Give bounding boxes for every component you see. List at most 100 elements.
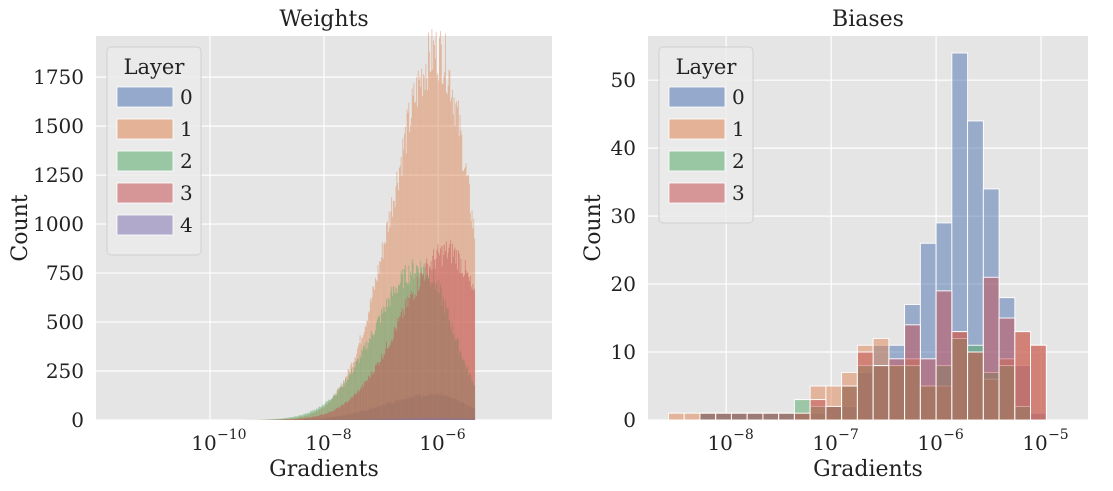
bar: [280, 418, 281, 420]
bar: [292, 416, 294, 420]
bar: [412, 418, 414, 420]
bar: [386, 418, 387, 420]
bar: [286, 419, 287, 420]
weights-panel: Weights Gradients Count 10 −10 10 −8 10 −6 02…: [8, 7, 552, 482]
y-tick-label: 1750: [33, 65, 84, 89]
bar: [309, 412, 311, 420]
bar: [409, 418, 411, 420]
bar: [331, 398, 333, 420]
x-tick-exponent: −7: [838, 427, 859, 443]
bar: [460, 418, 462, 420]
bar: [431, 28, 433, 421]
bar: [386, 348, 388, 420]
legend-entry-label: 3: [180, 181, 193, 205]
bar: [457, 269, 458, 420]
bar: [322, 414, 323, 420]
bar: [322, 414, 324, 420]
bar: [271, 419, 273, 420]
bar: [424, 90, 426, 421]
bar: [314, 416, 316, 420]
bar: [441, 83, 443, 421]
x-tick-label: 10: [917, 431, 942, 455]
bar: [426, 258, 428, 420]
bar: [312, 416, 314, 420]
bar: [298, 418, 300, 420]
bar: [378, 419, 380, 420]
legend-entry-label: 3: [732, 181, 745, 205]
bar: [327, 412, 329, 420]
bar: [351, 368, 352, 420]
bar: [364, 419, 366, 420]
bar: [423, 281, 425, 420]
bar: [448, 69, 450, 420]
bar: [429, 418, 431, 420]
bar: [683, 412, 701, 421]
bar: [416, 295, 417, 420]
bar: [375, 365, 377, 420]
bar: [283, 418, 285, 420]
bar: [730, 412, 748, 421]
bar: [667, 412, 685, 421]
bar: [330, 411, 332, 420]
bar: [403, 418, 405, 420]
bar: [841, 385, 858, 421]
bar: [420, 272, 422, 420]
bar: [339, 406, 341, 420]
bar: [278, 418, 280, 420]
bar: [363, 419, 364, 420]
bar: [317, 415, 319, 420]
legend-swatch: [116, 118, 174, 140]
bar: [363, 419, 365, 420]
bar: [403, 149, 405, 421]
bar: [418, 418, 420, 420]
bar: [351, 397, 352, 420]
bar: [289, 419, 291, 420]
x-tick-exponent: −6: [445, 427, 466, 443]
bar: [402, 318, 404, 420]
bar: [301, 418, 303, 420]
bar: [371, 419, 373, 420]
bar: [324, 414, 326, 420]
bar: [452, 256, 454, 420]
bar: [389, 418, 391, 420]
bar: [434, 58, 436, 420]
bar: [315, 410, 317, 420]
bar: [428, 278, 429, 420]
bar: [348, 375, 350, 420]
bar: [436, 75, 438, 420]
bar: [306, 417, 308, 420]
bar: [435, 418, 437, 420]
bar: [441, 266, 443, 420]
bar: [319, 415, 321, 420]
bar: [396, 330, 398, 420]
bar: [434, 45, 435, 421]
bar: [269, 419, 271, 420]
bar: [416, 276, 418, 420]
bar: [387, 348, 389, 420]
bar: [332, 411, 334, 420]
bar: [403, 309, 405, 420]
bar: [413, 299, 415, 420]
bar: [919, 358, 937, 421]
bar: [309, 417, 311, 420]
bar: [351, 396, 353, 420]
bar: [369, 378, 371, 420]
legend-entry-label: 0: [180, 85, 193, 109]
y-tick-label: 30: [611, 204, 636, 228]
bar: [411, 418, 413, 420]
bar: [446, 94, 448, 421]
bar: [323, 414, 325, 420]
bar: [370, 419, 372, 420]
bar: [360, 386, 362, 420]
legend-entry-label: 4: [180, 213, 193, 237]
bar: [310, 417, 312, 420]
bar: [380, 361, 381, 420]
x-tick-label: 10: [707, 431, 732, 455]
biases-panel: Biases Gradients Count 10 −8 10 −7 10 −6 10 −5 …: [581, 7, 1088, 482]
bar: [381, 419, 383, 420]
bar: [408, 297, 410, 420]
bar: [392, 418, 394, 420]
bar: [428, 51, 430, 420]
bar: [433, 249, 435, 420]
